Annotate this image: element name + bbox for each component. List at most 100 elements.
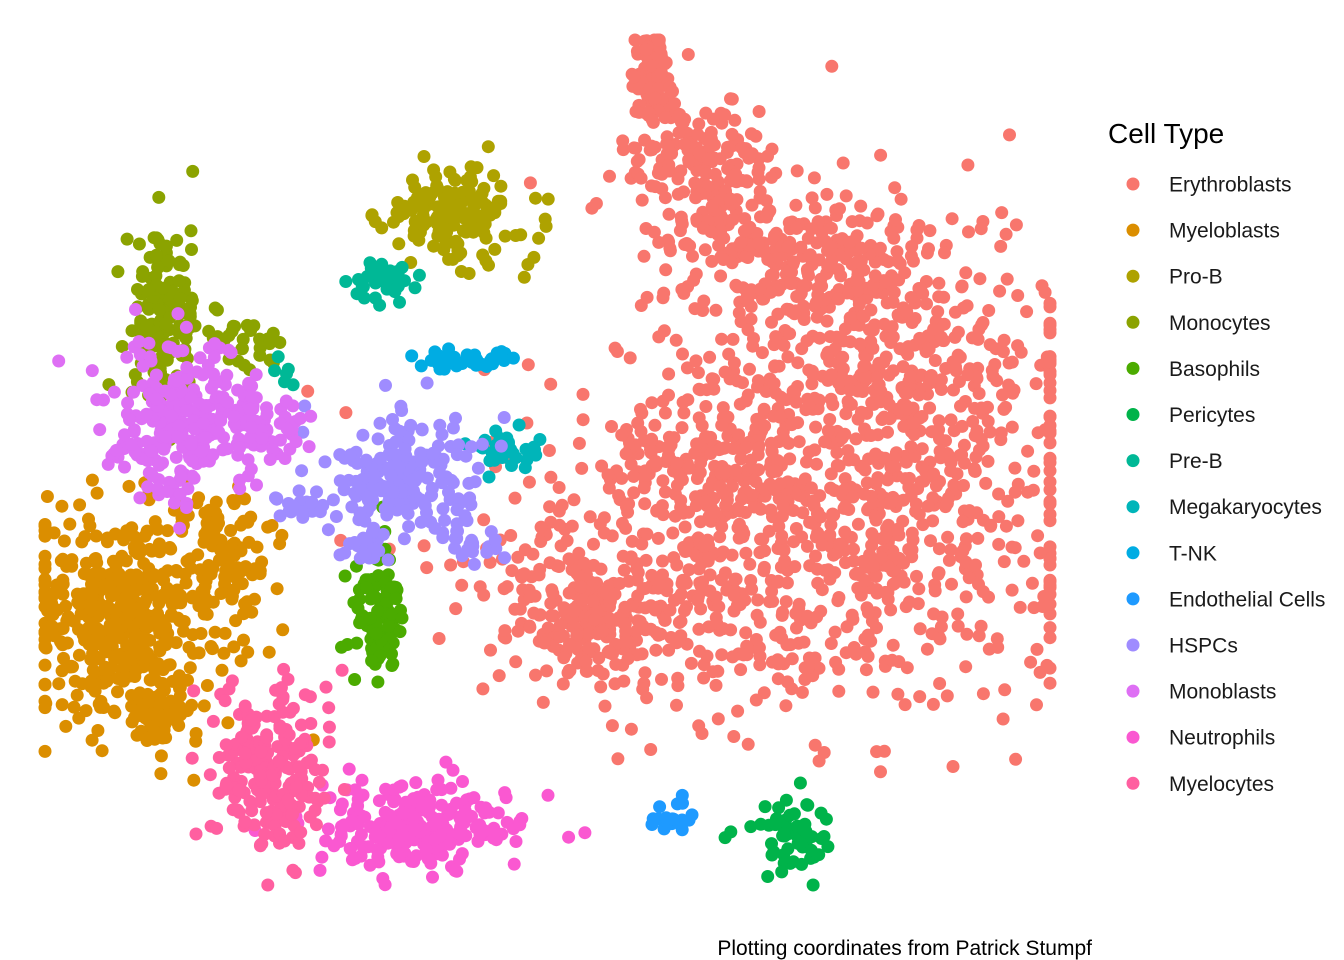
data-point bbox=[780, 576, 794, 590]
data-point bbox=[486, 357, 500, 371]
data-point bbox=[487, 826, 501, 839]
data-point bbox=[659, 263, 673, 277]
data-point bbox=[509, 835, 523, 848]
data-point bbox=[150, 590, 164, 604]
data-point bbox=[322, 735, 336, 749]
data-point bbox=[40, 490, 54, 503]
data-point bbox=[477, 588, 491, 602]
data-point bbox=[732, 517, 746, 531]
data-point bbox=[769, 330, 783, 344]
data-point bbox=[449, 411, 462, 425]
data-point bbox=[245, 804, 259, 818]
data-point bbox=[234, 544, 248, 558]
data-point bbox=[553, 518, 566, 532]
data-point bbox=[913, 331, 927, 345]
data-point bbox=[349, 474, 363, 488]
data-point bbox=[185, 243, 198, 256]
data-point bbox=[846, 490, 860, 504]
data-point bbox=[111, 672, 125, 685]
data-point bbox=[464, 160, 478, 174]
data-point bbox=[186, 628, 200, 642]
data-point bbox=[692, 622, 706, 636]
data-point bbox=[959, 266, 973, 280]
data-point bbox=[882, 398, 896, 412]
data-point bbox=[704, 125, 718, 139]
data-point bbox=[1005, 540, 1019, 554]
data-point bbox=[1043, 456, 1057, 469]
data-point bbox=[419, 843, 433, 857]
data-point bbox=[699, 400, 713, 413]
data-point bbox=[839, 407, 853, 421]
data-point bbox=[491, 806, 505, 820]
data-point bbox=[280, 422, 294, 436]
data-point bbox=[180, 501, 193, 514]
data-point bbox=[443, 196, 457, 209]
data-point bbox=[781, 842, 795, 856]
data-point bbox=[718, 466, 732, 480]
data-point bbox=[743, 362, 756, 376]
data-point bbox=[392, 237, 406, 251]
data-point bbox=[884, 496, 898, 510]
data-point bbox=[792, 435, 806, 449]
data-point bbox=[638, 497, 652, 511]
data-point bbox=[1043, 436, 1057, 450]
data-point bbox=[648, 418, 662, 432]
data-point bbox=[608, 341, 622, 355]
data-point bbox=[711, 664, 725, 678]
data-point bbox=[637, 249, 651, 263]
data-point bbox=[744, 127, 758, 141]
data-point bbox=[810, 236, 824, 250]
data-point bbox=[945, 212, 959, 226]
data-point bbox=[541, 192, 555, 206]
data-point bbox=[552, 560, 566, 573]
data-point bbox=[298, 688, 312, 702]
data-point bbox=[101, 531, 114, 545]
data-point bbox=[812, 754, 826, 768]
data-point bbox=[1021, 485, 1035, 499]
data-point bbox=[905, 240, 919, 253]
data-point bbox=[527, 440, 541, 454]
data-point bbox=[764, 503, 778, 517]
data-point bbox=[376, 527, 390, 541]
data-point bbox=[141, 695, 155, 708]
data-point bbox=[217, 646, 231, 660]
data-point bbox=[725, 548, 739, 562]
data-point bbox=[304, 409, 318, 423]
data-point bbox=[1043, 296, 1057, 310]
data-point bbox=[813, 331, 827, 345]
data-point bbox=[716, 486, 730, 500]
data-point bbox=[656, 474, 670, 488]
data-point bbox=[806, 368, 820, 382]
data-point bbox=[781, 675, 794, 689]
data-point bbox=[369, 827, 383, 841]
data-point bbox=[302, 440, 316, 454]
data-point bbox=[968, 429, 982, 443]
data-point bbox=[407, 821, 421, 835]
data-point bbox=[190, 496, 204, 510]
data-point bbox=[866, 685, 880, 699]
data-point bbox=[438, 513, 452, 527]
data-point bbox=[603, 169, 616, 183]
data-point bbox=[616, 549, 630, 563]
data-point bbox=[389, 592, 403, 606]
data-point bbox=[692, 117, 706, 131]
data-point bbox=[159, 317, 173, 331]
data-point bbox=[627, 486, 641, 500]
data-point bbox=[909, 504, 923, 518]
data-point bbox=[749, 693, 763, 707]
legend-label: Basophils bbox=[1169, 358, 1260, 381]
data-point bbox=[101, 457, 115, 471]
data-point bbox=[85, 364, 99, 378]
series-t-nk bbox=[405, 342, 520, 376]
data-point bbox=[743, 557, 757, 571]
data-point bbox=[498, 551, 512, 565]
data-point bbox=[931, 567, 945, 581]
data-point bbox=[269, 807, 283, 821]
data-point bbox=[810, 457, 823, 471]
data-point bbox=[645, 432, 659, 446]
data-point bbox=[444, 558, 458, 572]
data-point bbox=[79, 704, 93, 718]
data-point bbox=[801, 265, 815, 279]
data-point bbox=[738, 146, 751, 160]
